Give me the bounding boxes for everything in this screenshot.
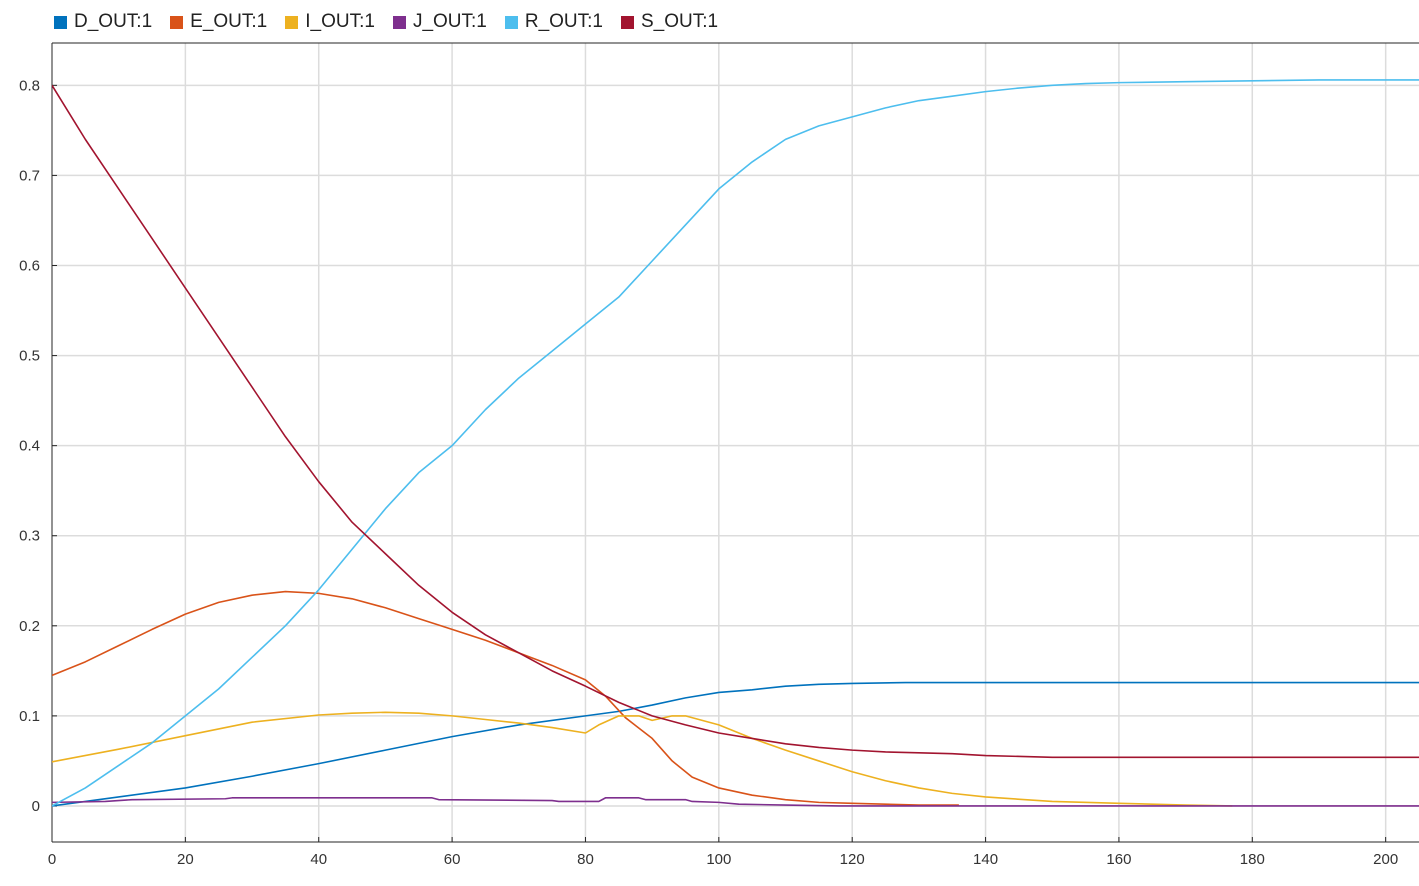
legend-item[interactable]: J_OUT:1 <box>392 11 487 33</box>
y-tick-label: 0.5 <box>19 348 40 365</box>
x-tick-label: 140 <box>973 851 998 868</box>
x-tick-label: 120 <box>840 851 865 868</box>
series-line-d-out-1[interactable] <box>52 681 1419 807</box>
y-tick-label: 0.3 <box>19 528 40 545</box>
series-line-j-out-1[interactable] <box>52 797 1419 807</box>
x-tick-label: 80 <box>577 851 594 868</box>
y-tick-label: 0.6 <box>19 257 40 274</box>
x-tick-label: 160 <box>1106 851 1131 868</box>
y-tick-label: 0.1 <box>19 708 40 725</box>
series-line-i-out-1[interactable] <box>52 711 1233 807</box>
series-line-s-out-1[interactable] <box>52 84 1419 759</box>
y-tick-label: 0.4 <box>19 438 40 455</box>
legend-label: J_OUT:1 <box>412 11 487 32</box>
y-tick-label: 0 <box>32 798 40 815</box>
x-tick-label: 40 <box>310 851 327 868</box>
x-tick-label: 200 <box>1373 851 1398 868</box>
legend-label: S_OUT:1 <box>641 11 719 32</box>
y-tick-label: 0.2 <box>19 618 40 635</box>
legend-item[interactable]: D_OUT:1 <box>54 11 152 33</box>
legend-swatch <box>170 15 184 29</box>
legend-item[interactable]: I_OUT:1 <box>285 11 375 33</box>
legend-swatch <box>285 15 299 29</box>
legend-label: I_OUT:1 <box>305 11 375 32</box>
legend-swatch <box>621 15 634 29</box>
legend-swatch <box>504 15 518 29</box>
y-tick-label: 0.8 <box>19 77 40 94</box>
series-line-r-out-1[interactable] <box>52 79 1419 807</box>
x-tick-label: 60 <box>444 851 461 868</box>
legend-label: E_OUT:1 <box>190 11 268 32</box>
y-tick-label: 0.7 <box>19 167 40 184</box>
legend-swatch <box>392 15 406 29</box>
x-tick-label: 20 <box>177 851 194 868</box>
legend-item[interactable]: S_OUT:1 <box>621 11 718 33</box>
legend-item[interactable]: E_OUT:1 <box>170 11 267 33</box>
legend-label: R_OUT:1 <box>524 11 603 32</box>
legend-label: D_OUT:1 <box>74 11 153 32</box>
x-tick-label: 180 <box>1240 851 1265 868</box>
legend-swatch <box>54 15 67 29</box>
x-tick-label: 0 <box>48 851 56 868</box>
series-line-e-out-1[interactable] <box>52 590 959 806</box>
legend-item[interactable]: R_OUT:1 <box>504 11 603 33</box>
x-tick-label: 100 <box>706 851 731 868</box>
legend: D_OUT:1 E_OUT:1 I_OUT:1 J_OUT:1 R_OUT:1 S_OUT… <box>54 10 718 34</box>
